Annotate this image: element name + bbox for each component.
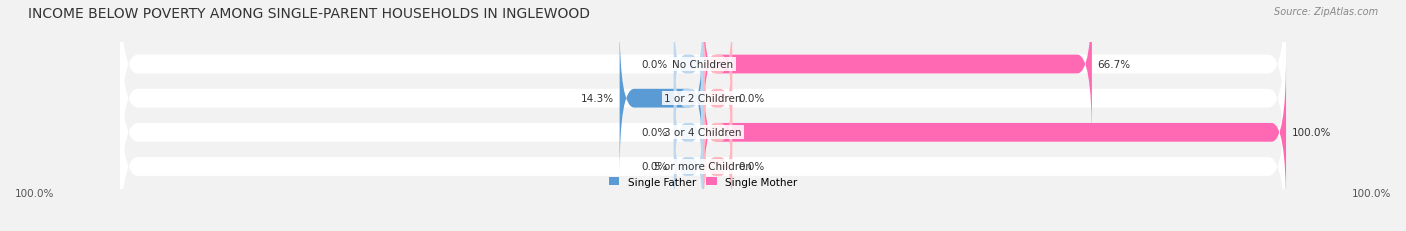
Text: 3 or 4 Children: 3 or 4 Children xyxy=(664,128,742,138)
Text: Source: ZipAtlas.com: Source: ZipAtlas.com xyxy=(1274,7,1378,17)
Text: 100.0%: 100.0% xyxy=(1351,188,1391,198)
Text: INCOME BELOW POVERTY AMONG SINGLE-PARENT HOUSEHOLDS IN INGLEWOOD: INCOME BELOW POVERTY AMONG SINGLE-PARENT… xyxy=(28,7,591,21)
FancyBboxPatch shape xyxy=(703,108,733,225)
FancyBboxPatch shape xyxy=(620,23,703,174)
Text: 0.0%: 0.0% xyxy=(738,94,765,104)
Text: 0.0%: 0.0% xyxy=(641,60,668,70)
Legend: Single Father, Single Mother: Single Father, Single Mother xyxy=(605,173,801,191)
Text: 14.3%: 14.3% xyxy=(581,94,614,104)
Text: 5 or more Children: 5 or more Children xyxy=(654,162,752,172)
FancyBboxPatch shape xyxy=(120,0,1286,157)
Text: 1 or 2 Children: 1 or 2 Children xyxy=(664,94,742,104)
FancyBboxPatch shape xyxy=(120,74,1286,231)
Text: 0.0%: 0.0% xyxy=(641,162,668,172)
FancyBboxPatch shape xyxy=(703,0,1092,140)
Text: 66.7%: 66.7% xyxy=(1098,60,1130,70)
FancyBboxPatch shape xyxy=(673,108,703,225)
FancyBboxPatch shape xyxy=(673,74,703,191)
FancyBboxPatch shape xyxy=(703,6,733,123)
Text: 0.0%: 0.0% xyxy=(641,128,668,138)
FancyBboxPatch shape xyxy=(120,40,1286,225)
Text: No Children: No Children xyxy=(672,60,734,70)
FancyBboxPatch shape xyxy=(673,6,703,123)
FancyBboxPatch shape xyxy=(703,57,1286,208)
Text: 100.0%: 100.0% xyxy=(15,188,55,198)
FancyBboxPatch shape xyxy=(703,74,733,191)
Text: 100.0%: 100.0% xyxy=(1292,128,1331,138)
FancyBboxPatch shape xyxy=(120,6,1286,191)
FancyBboxPatch shape xyxy=(673,40,703,157)
FancyBboxPatch shape xyxy=(703,40,733,157)
Text: 0.0%: 0.0% xyxy=(738,162,765,172)
